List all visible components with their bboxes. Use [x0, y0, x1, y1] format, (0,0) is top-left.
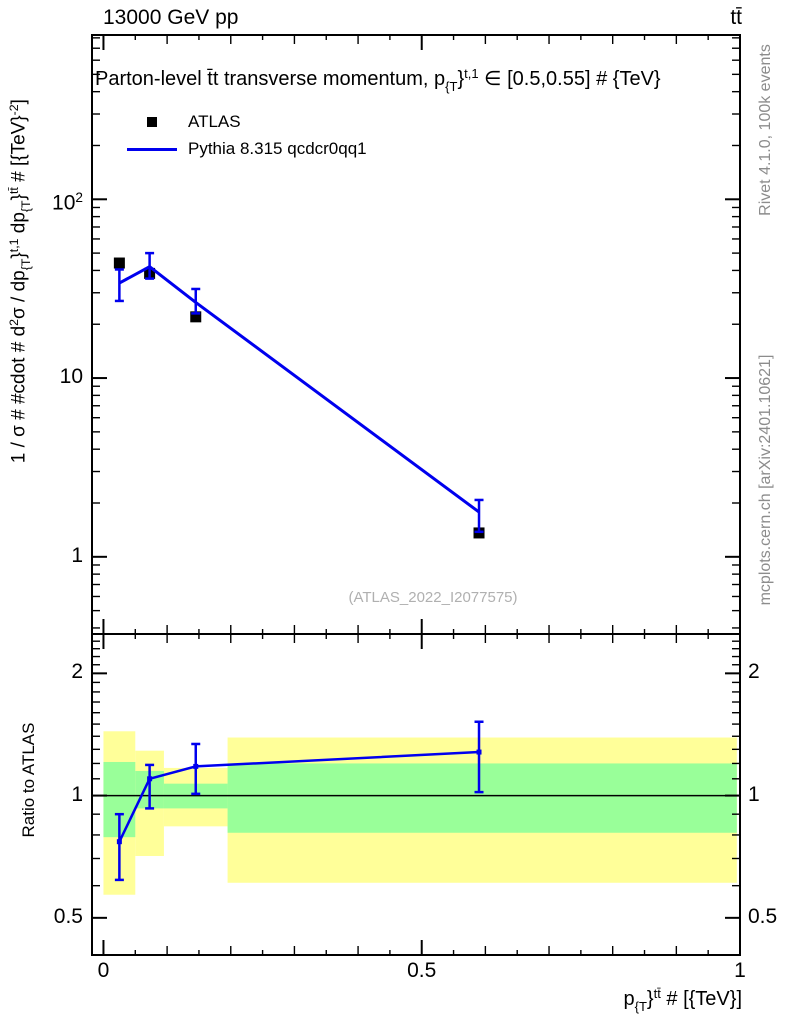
pythia-line	[118, 264, 480, 514]
tick-text: 0.5	[407, 959, 437, 982]
label-text: σ / dp	[8, 270, 30, 319]
atlas-data-marker	[113, 257, 125, 269]
label-superscript: 2	[6, 318, 21, 326]
legend-entry: ATLAS	[124, 110, 241, 134]
legend-label: ATLAS	[188, 112, 241, 131]
label-superscript: t,1	[6, 238, 21, 253]
ratio-tick-label-left: 2	[23, 659, 83, 685]
y-axis-label: 1 / σ # #cdot # d2σ / dp{T}t,1 dp{T}tt̄ …	[7, 1, 33, 561]
ratio-axis-label: Ratio to ATLAS	[19, 722, 38, 838]
label-subscript: {T	[445, 78, 458, 94]
tick-text: 0.5	[748, 904, 778, 928]
tick-text: 0	[97, 959, 110, 982]
beam-energy-label: 13000 GeV pp	[103, 6, 239, 29]
y-tick-label: 10	[23, 364, 83, 390]
y-tick-label: 102	[23, 185, 83, 217]
label-text: 1 / σ # #cdot # d	[8, 325, 30, 464]
label-text: # [{TeV}	[8, 115, 30, 188]
label-text: ∈ [0.5,0.55] # {TeV}	[478, 68, 661, 91]
ratio-tick-label-right: 1	[748, 782, 786, 808]
label-text: Parton-level t̄t transverse momentum, p	[95, 68, 446, 91]
tick-exponent: 2	[75, 190, 83, 206]
process-label: tt̄	[730, 6, 742, 29]
label-superscript: -2	[6, 104, 21, 116]
tick-text: 1	[734, 959, 746, 982]
watermark: (ATLAS_2022_I2077575)	[348, 589, 518, 606]
label-text: # [{TeV}]	[660, 988, 742, 1011]
legend-entry: Pythia 8.315 qcdcr0qq1	[124, 137, 367, 161]
label-text: p	[623, 988, 635, 1011]
x-tick-label: 1	[710, 958, 770, 984]
label-subscript: {T	[19, 258, 34, 271]
ratio-vertex-marker	[193, 763, 199, 769]
tick-text: 10	[52, 191, 76, 215]
plot-title: Parton-level t̄t transverse momentum, p{…	[95, 61, 661, 100]
tick-text: 10	[59, 365, 83, 389]
ratio-tick-label-left: 0.5	[23, 904, 83, 930]
x-tick-label: 0.5	[392, 958, 452, 984]
legend-label: Pythia 8.315 qcdcr0qq1	[188, 139, 367, 158]
ratio-tick-label-right: 0.5	[748, 904, 786, 930]
x-axis-label: p{T}tt̄ # [{TeV}]	[482, 981, 742, 1020]
legend-square-marker-icon	[124, 117, 180, 127]
rivet-version-note: Rivet 4.1.0, 100k events	[757, 44, 774, 216]
ratio-tick-label-left: 1	[23, 782, 83, 808]
tick-text: 0.5	[53, 904, 83, 928]
mcplots-arxiv-note: mcplots.cern.ch [arXiv:2401.10621]	[757, 354, 774, 606]
tick-text: 1	[71, 782, 83, 806]
label-superscript: tt̄	[6, 187, 21, 195]
tick-text: 2	[71, 660, 83, 684]
label-text: }	[8, 252, 30, 259]
ratio-vertex-marker	[116, 839, 122, 845]
atlas-data-marker	[190, 311, 202, 323]
legend-line-marker-icon	[124, 147, 180, 151]
ratio-line	[118, 750, 480, 843]
label-text: ]	[8, 99, 30, 105]
label-superscript: t,1	[464, 66, 479, 81]
y-tick-label: 1	[23, 543, 83, 569]
tick-text: 2	[748, 660, 760, 684]
x-tick-label: 0	[73, 958, 133, 984]
ratio-tick-label-right: 2	[748, 659, 786, 685]
tick-text: 1	[71, 543, 83, 567]
ratio-vertex-marker	[147, 776, 153, 782]
label-superscript: tt̄	[653, 986, 661, 1001]
ratio-frame	[91, 633, 741, 956]
legend-marker-glyph	[147, 117, 157, 127]
ratio-band-stat	[227, 763, 737, 833]
label-text: }	[457, 68, 465, 91]
legend-marker-glyph	[127, 147, 177, 151]
label-text: }	[646, 988, 654, 1011]
tick-text: 1	[748, 782, 760, 806]
ratio-vertex-marker	[476, 749, 482, 755]
label-subscript: {T	[634, 998, 647, 1014]
